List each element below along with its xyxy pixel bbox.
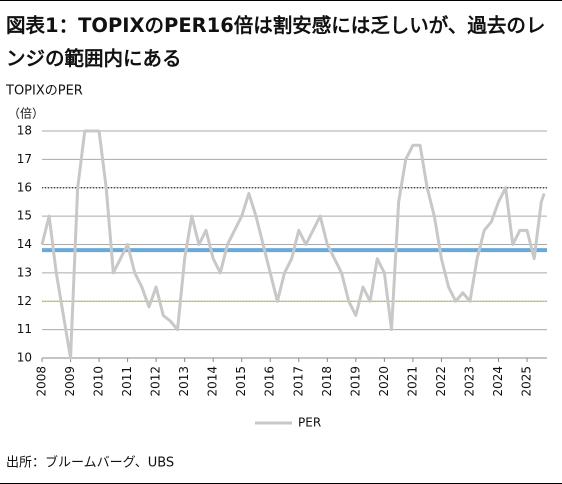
x-tick-label: 2018 [320, 366, 334, 397]
y-tick-label: 15 [17, 209, 32, 223]
x-tick-label: 2022 [434, 366, 448, 397]
x-tick-label: 2021 [405, 366, 419, 397]
y-tick-label: 16 [17, 180, 32, 194]
x-tick-label: 2017 [291, 366, 305, 397]
x-tick-label: 2011 [120, 366, 134, 397]
data-line [40, 129, 546, 360]
legend-label: PER [298, 416, 321, 430]
y-unit: （倍） [8, 106, 44, 121]
x-tick-label: 2016 [263, 366, 277, 397]
y-tick-label: 17 [17, 152, 32, 166]
source: 出所：ブルームバーグ、UBS [6, 455, 174, 471]
chart-subtitle: TOPIXのPER [5, 84, 83, 99]
x-tick-label: 2015 [234, 366, 248, 397]
y-tick-label: 18 [17, 124, 32, 138]
x-tick-label: 2009 [63, 366, 77, 397]
x-tick-label: 2010 [92, 366, 106, 397]
x-tick-label: 2013 [177, 366, 191, 397]
x-tick-label: 2023 [462, 366, 476, 397]
y-tick-label: 14 [17, 237, 32, 251]
chart-title: 図表1：TOPIXのPER16倍は割安感には乏しいが、過去のレンジの範囲内にある [6, 14, 546, 70]
y-tick-label: 12 [17, 294, 32, 308]
x-tick-label: 2012 [149, 366, 163, 397]
y-tick-label: 11 [17, 322, 32, 336]
x-tick-label: 2014 [206, 366, 220, 397]
x-tick-label: 2020 [377, 366, 391, 397]
x-tick-label: 2024 [491, 366, 505, 397]
x-tick-label: 2019 [348, 366, 362, 397]
y-tick-label: 13 [17, 265, 32, 279]
x-tick-label: 2025 [520, 366, 534, 397]
y-tick-label: 10 [17, 351, 32, 365]
x-tick-label: 2008 [35, 366, 49, 397]
